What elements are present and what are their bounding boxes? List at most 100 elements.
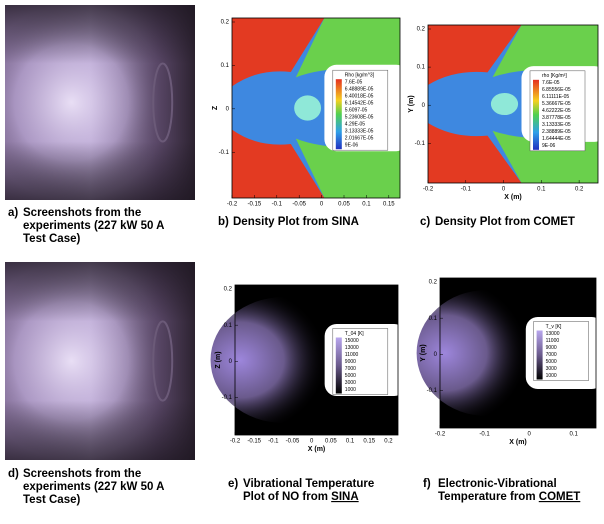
x-tick-label: 0 — [320, 202, 324, 208]
caption-line: Test Case) — [23, 494, 80, 506]
legend-value: 6.40018E-05 — [345, 94, 374, 100]
x-tick-label: -0.2 — [227, 202, 238, 208]
x-tick-label: -0.1 — [268, 439, 279, 445]
legend-title: Rho [kg/m^3] — [345, 73, 375, 79]
plot-frame — [231, 17, 401, 199]
plot-frame — [427, 24, 599, 184]
y-tick-label: 0 — [434, 352, 438, 358]
legend-box — [332, 328, 389, 395]
x-tick-label: -0.1 — [272, 202, 283, 208]
legend-value: 3.13333E-05 — [345, 129, 374, 135]
caption-label: c) — [420, 216, 430, 228]
caption-label: b) — [218, 216, 229, 228]
y-tick-label: 0 — [422, 103, 426, 109]
x-tick-label: 0 — [527, 432, 531, 438]
legend-value: 1.64444E-05 — [542, 136, 571, 142]
legend-value: 5.6097-05 — [345, 108, 368, 114]
legend-value: 5.36667E-05 — [542, 101, 571, 107]
y-tick-label: 0.1 — [429, 316, 438, 322]
y-tick-label: 0.1 — [224, 323, 233, 329]
legend-title: T_04 [K] — [345, 331, 365, 337]
x-tick-label: -0.2 — [230, 439, 241, 445]
legend-box — [533, 321, 589, 381]
legend-value: 3.13333E-05 — [542, 122, 571, 128]
legend-value: 3000 — [546, 366, 557, 372]
caption-line: Density Plot from COMET — [435, 216, 575, 228]
legend-bar — [536, 330, 543, 380]
y-tick-label: -0.1 — [427, 388, 438, 394]
x-tick-label: -0.2 — [423, 187, 434, 193]
contour — [428, 122, 522, 183]
legend-title: T_v [K] — [546, 324, 562, 330]
legend-value: 4.62222E-05 — [542, 108, 571, 114]
plume — [416, 290, 557, 416]
x-tick-label: 0.2 — [384, 439, 393, 445]
x-tick-label: 0.2 — [575, 187, 584, 193]
x-tick-label: -0.05 — [292, 202, 306, 208]
legend-value: 6.14542E-05 — [345, 101, 374, 107]
x-tick-label: -0.2 — [435, 432, 446, 438]
caption-label: a) — [8, 207, 18, 219]
x-tick-label: 0.1 — [346, 439, 355, 445]
legend-value: 6.11111E-05 — [542, 94, 569, 100]
legend-title: rho [Kg/m³] — [542, 73, 567, 79]
contour — [232, 18, 325, 87]
photo-shade — [5, 5, 195, 200]
y-tick-label: -0.1 — [222, 395, 233, 401]
x-tick-label: 0.15 — [363, 439, 375, 445]
legend-box — [332, 69, 389, 151]
x-tick-label: -0.1 — [461, 187, 472, 193]
legend-value: 3000 — [345, 380, 356, 386]
caption-line: Screenshots from the — [23, 207, 141, 219]
contour — [492, 25, 598, 78]
legend-value: 3.87778E-05 — [542, 115, 571, 121]
contour — [490, 92, 519, 116]
caption-line: Electronic-Vibrational — [438, 478, 557, 490]
legend-value: 1000 — [345, 387, 356, 393]
nozzle — [152, 62, 174, 143]
x-tick-label: 0.1 — [570, 432, 579, 438]
caption-line: Density Plot from SINA — [233, 216, 359, 228]
legend-value: 7.6E-05 — [542, 80, 560, 86]
caption-label: e) — [228, 478, 238, 490]
x-tick-label: -0.15 — [248, 202, 262, 208]
plot-frame — [439, 277, 597, 429]
caption-label: d) — [8, 468, 19, 480]
legend-value: 6.85556E-05 — [542, 87, 571, 93]
legend-value: 15000 — [345, 338, 359, 344]
caption-line: experiments (227 kW 50 A — [23, 220, 164, 232]
x-tick-label: 0 — [310, 439, 314, 445]
legend-value: 7000 — [345, 366, 356, 372]
y-tick-label: -0.1 — [219, 150, 230, 156]
legend-value: 9E-06 — [542, 143, 556, 149]
y-tick-label: 0.2 — [417, 27, 426, 33]
legend-bar — [335, 79, 342, 150]
legend-bar — [533, 79, 539, 150]
y-tick-label: 0 — [229, 359, 233, 365]
y-tick-label: 0.2 — [221, 20, 230, 26]
contour — [295, 18, 400, 78]
x-tick-label: -0.15 — [247, 439, 261, 445]
legend-value: 5000 — [345, 373, 356, 379]
y-tick-label: 0 — [226, 106, 230, 112]
legend-value: 9000 — [546, 345, 557, 351]
x-tick-label: 0.05 — [338, 202, 350, 208]
y-axis-title: Y (m) — [408, 95, 415, 112]
x-axis-title: X (m) — [504, 194, 522, 201]
legend-value: 5.23608E-05 — [345, 115, 374, 121]
caption-line: Test Case) — [23, 233, 80, 245]
legend-value: 2.01667E-05 — [345, 136, 374, 142]
legend-value: 7000 — [546, 352, 557, 358]
caption-emphasis: SINA — [331, 491, 358, 503]
legend-bar — [335, 337, 342, 394]
legend-value: 1000 — [546, 373, 557, 379]
legend-value: 11000 — [345, 352, 359, 358]
legend-value: 9000 — [345, 359, 356, 365]
caption-line: Screenshots from the — [23, 468, 141, 480]
plume — [210, 297, 358, 423]
legend-value: 13000 — [345, 345, 359, 351]
contour — [295, 138, 400, 198]
caption-line: Plot of NO from SINA — [243, 491, 359, 503]
y-tick-label: 0.1 — [221, 63, 230, 69]
